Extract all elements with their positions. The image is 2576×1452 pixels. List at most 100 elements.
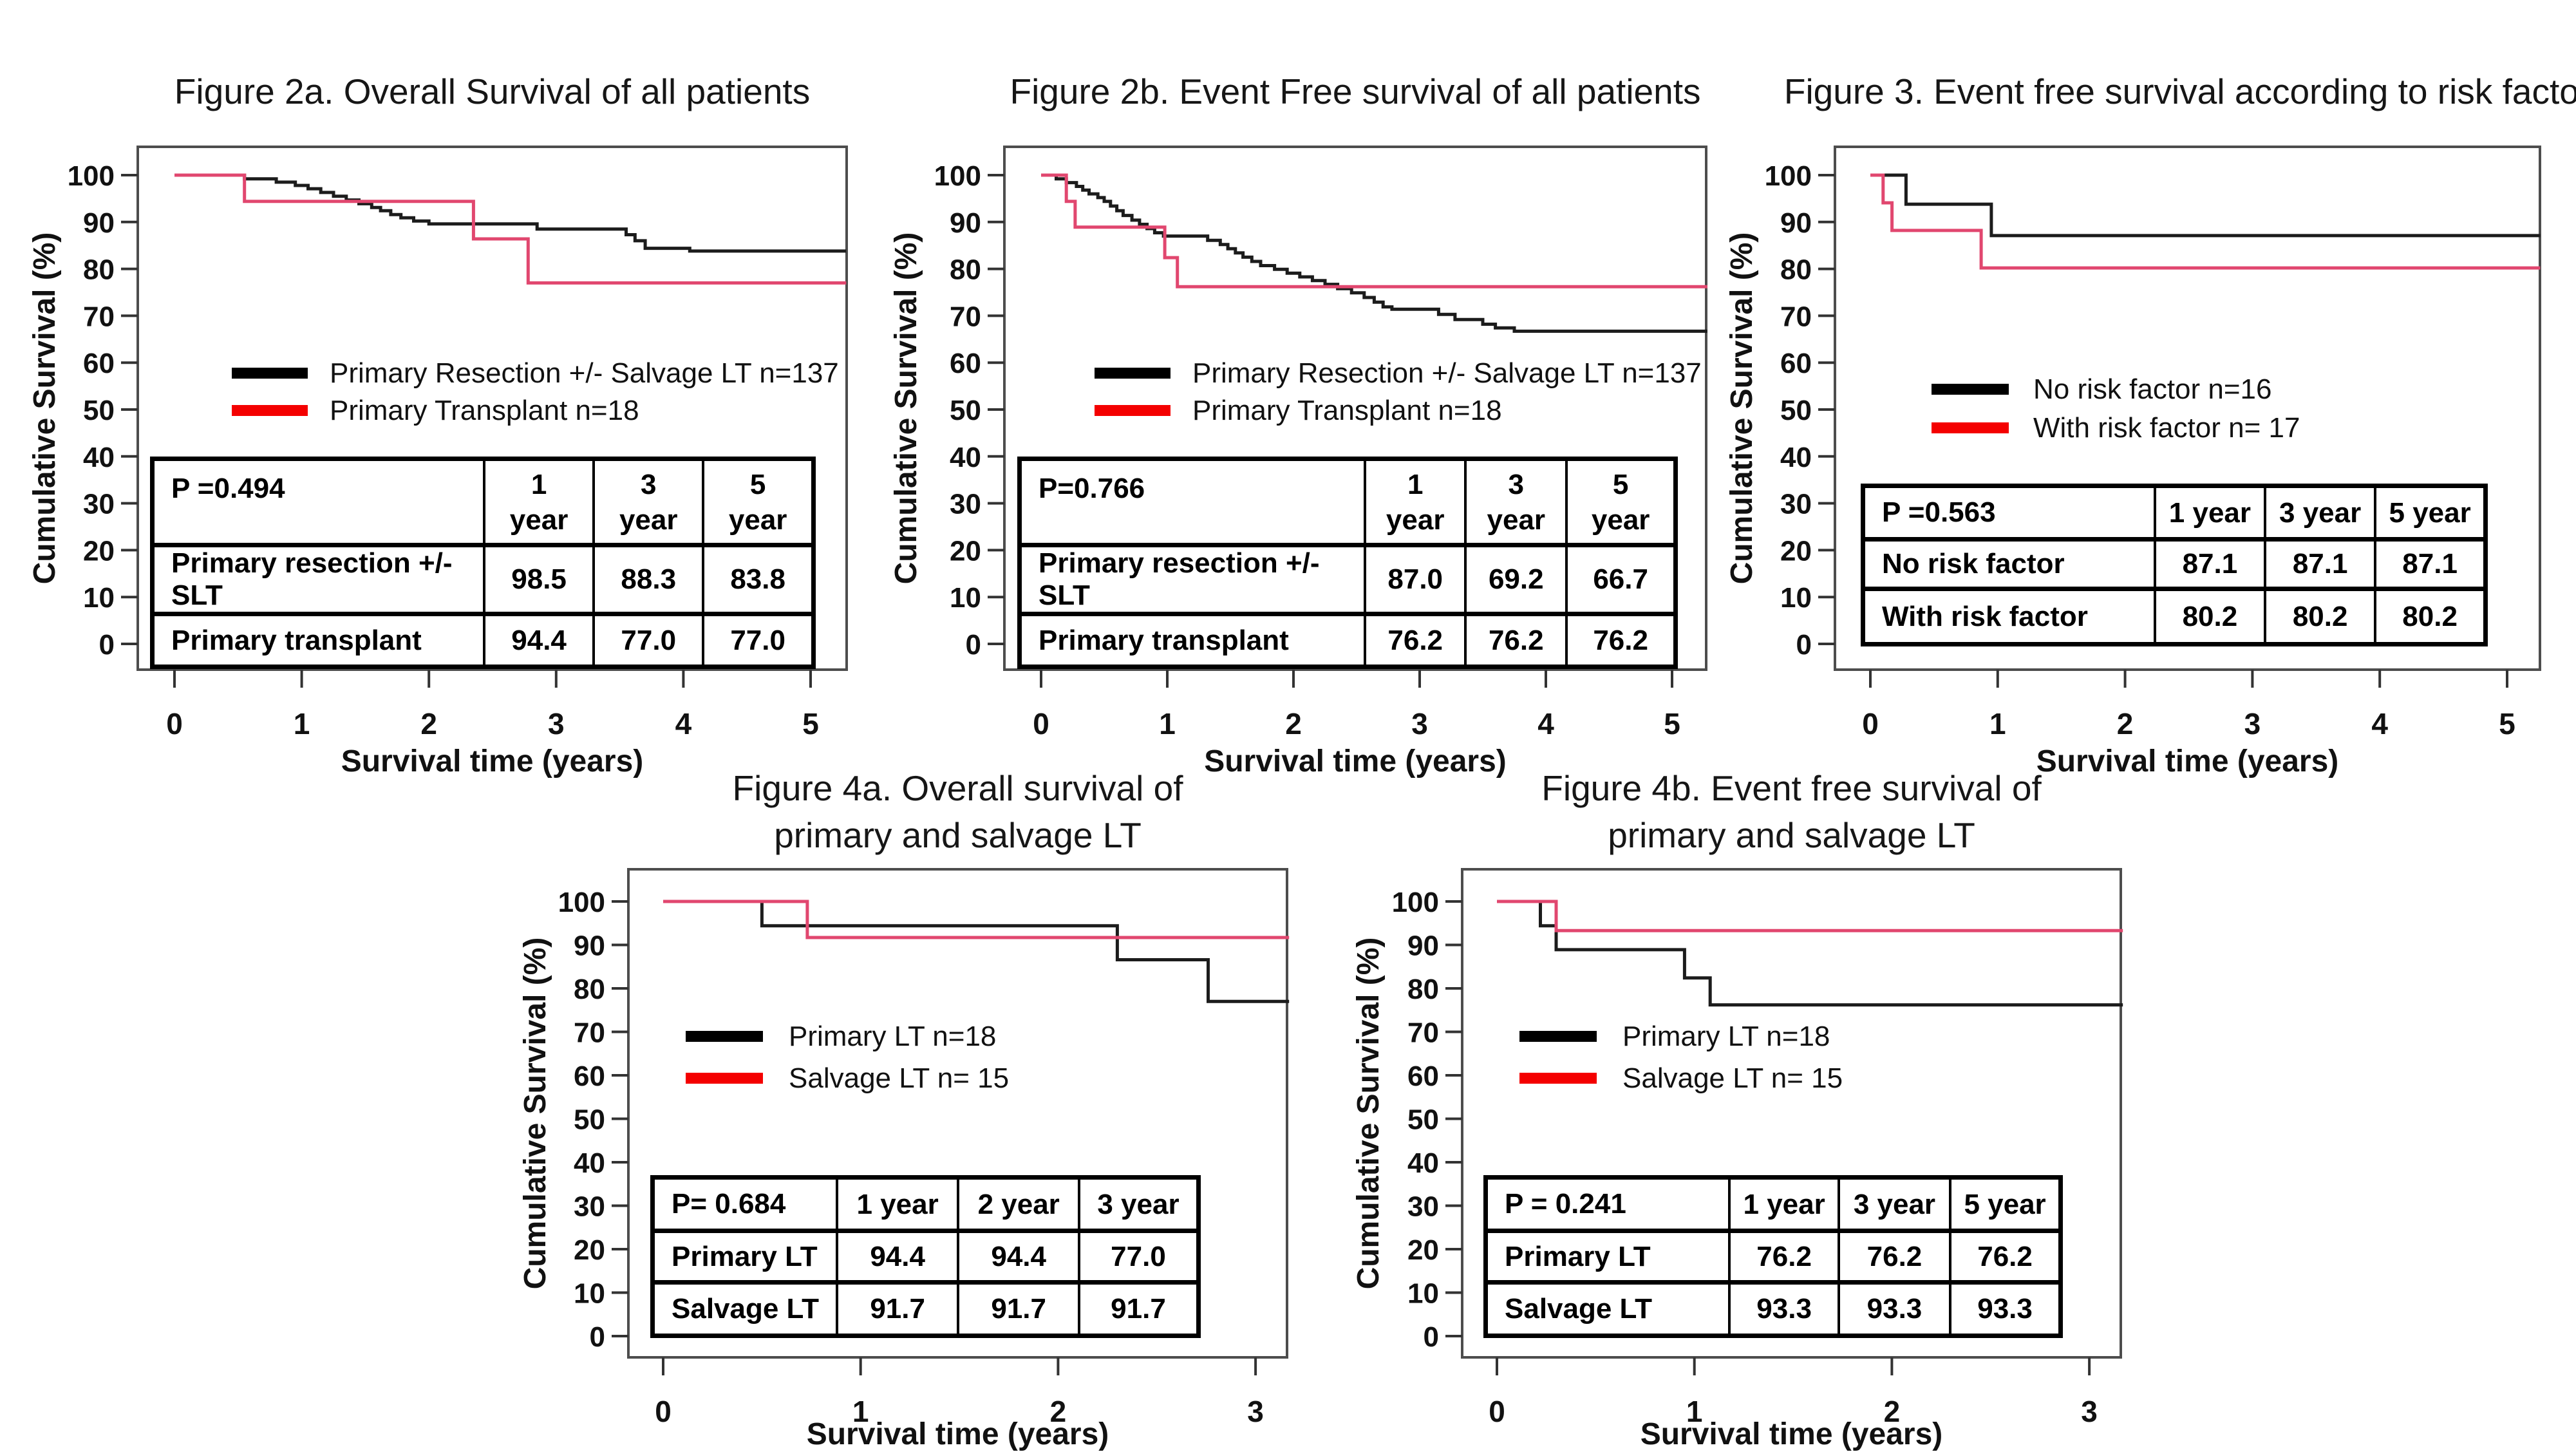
table-col-header: 1 year [2153,484,2266,540]
table-cell-value: 91.7 [835,1280,959,1336]
y-tick-label: 80 [1780,254,1812,286]
y-tick-label: 100 [68,160,115,192]
x-tick-label: 1 [852,1395,869,1428]
table-row: Primary transplant 76.2 76.2 76.2 [1019,612,1676,667]
legend-swatch-black [1932,384,2009,395]
table-row: Primary transplant 94.4 77.0 77.0 [152,612,814,667]
y-tick-label: 50 [574,1104,605,1136]
x-tick-label: 5 [1664,707,1680,740]
table-p-value: P=0.766 [1019,457,1366,545]
table-cell-value: 76.2 [1837,1229,1951,1283]
y-tick-label: 70 [574,1017,605,1049]
figure-3-panel: Figure 3. Event free survival according … [1713,39,2576,805]
y-tick-label: 40 [574,1147,605,1179]
table-row-label: Primary LT [1485,1229,1730,1283]
table-col-header: 5 year [2374,484,2486,540]
y-tick-label: 10 [1780,582,1812,614]
table-col-header: 1 year [1364,457,1466,545]
table-cell-value: 80.2 [2374,587,2486,645]
table-p-value: P= 0.684 [652,1175,837,1231]
y-tick-label: 30 [1780,489,1812,520]
stats-table: P =0.494 1 year 3 year 5 year Primary resect… [150,457,816,669]
table-p-value: P = 0.241 [1485,1175,1730,1231]
figure-4b-panel: Figure 4b. Event free survival of primar… [1349,753,2205,1451]
table-cell-value: 87.1 [2374,537,2486,589]
table-cell-value: 76.2 [1728,1229,1839,1283]
km-plot-svg: 0 10 20 30 40 50 60 70 80 90 100 0 1 2 3 [1392,868,2123,1428]
y-tick-label: 40 [1780,442,1812,473]
y-tick-label: 30 [574,1191,605,1223]
table-col-header: 3 year [2264,484,2376,540]
km-plot-svg: 0 10 20 30 40 50 60 70 80 90 100 0 1 2 3 [558,868,1290,1428]
figure-2a-panel: Figure 2a. Overall Survival of all patie… [26,39,882,805]
x-tick-label: 4 [675,707,692,740]
table-cell-value: 98.5 [482,543,594,614]
legend-item-label: Salvage LT n= 15 [789,1062,1010,1094]
y-tick-label: 20 [574,1234,605,1266]
y-tick-label: 100 [1765,160,1812,192]
y-tick-label: 0 [1424,1321,1439,1353]
legend-item-label: Primary LT n=18 [1622,1021,1830,1052]
table-row: Primary LT 76.2 76.2 76.2 [1485,1229,2061,1283]
y-tick-label: 30 [950,489,981,520]
table-cell-value: 91.7 [957,1280,1079,1336]
table-cell-value: 76.2 [1464,612,1567,667]
legend-swatch-black [1519,1031,1597,1042]
y-tick-label: 100 [558,887,605,918]
x-tick-label: 0 [1033,707,1049,740]
table-cell-value: 76.2 [1565,612,1676,667]
km-curve-black [1041,173,1707,333]
y-tick-label: 20 [1407,1234,1439,1266]
y-tick-label: 20 [950,535,981,567]
x-axis-label: Survival time (years) [2036,744,2339,778]
y-tick-label: 70 [1780,301,1812,332]
table-cell-value: 80.2 [2264,587,2376,645]
km-curve-black [174,173,847,253]
table-row-label: Primary resection +/- SLT [1019,543,1366,614]
table-cell-value: 87.1 [2264,537,2376,589]
stats-table: P =0.563 1 year 3 year 5 year No risk factor… [1861,484,2488,646]
km-curve-red [1870,173,2541,270]
y-tick-label: 80 [1407,974,1439,1005]
chart-title: Figure 2b. Event Free survival of all pa… [1010,71,1701,111]
table-p-value: P =0.563 [1863,484,2155,540]
y-tick-label: 90 [83,207,115,239]
legend-swatch-black [232,368,308,379]
x-tick-label: 0 [166,707,183,740]
y-tick-label: 50 [83,395,115,426]
table-cell-value: 83.8 [702,543,814,614]
legend-item-label: Primary Resection +/- Salvage LT n=137 [1192,357,1702,389]
table-cell-value: 66.7 [1565,543,1676,614]
stats-table: P = 0.241 1 year 3 year 5 year Primary LT 76.… [1483,1175,2063,1338]
y-tick-label: 40 [1407,1147,1439,1179]
x-tick-label: 1 [1159,707,1176,740]
x-tick-label: 3 [2244,707,2261,740]
legend-item-label: Salvage LT n= 15 [1622,1062,1843,1094]
legend-item-label: Primary LT n=18 [789,1021,997,1052]
legend-item-label: No risk factor n=16 [2033,373,2272,405]
x-tick-label: 3 [1247,1395,1264,1428]
legend-swatch-red [1519,1073,1597,1084]
table-row-label: With risk factor [1863,587,2155,645]
table-row-label: Primary transplant [1019,612,1366,667]
y-tick-label: 60 [1780,348,1812,379]
x-tick-label: 3 [548,707,565,740]
stats-table: P=0.766 1 year 3 year 5 year Primary resecti… [1017,457,1678,669]
table-row: Salvage LT 93.3 93.3 93.3 [1485,1280,2061,1336]
table-row-label: No risk factor [1863,537,2155,589]
table-row: With risk factor 80.2 80.2 80.2 [1863,587,2486,645]
table-cell-value: 87.0 [1364,543,1466,614]
table-cell-value: 93.3 [1837,1280,1951,1336]
x-tick-label: 2 [1285,707,1302,740]
table-col-header: 5 year [1949,1175,2061,1231]
x-tick-label: 4 [2371,707,2388,740]
y-tick-label: 70 [1407,1017,1439,1049]
y-tick-label: 90 [950,207,981,239]
y-tick-label: 0 [590,1321,605,1353]
legend-swatch-red [232,405,308,416]
table-row: Primary resection +/- SLT 98.5 88.3 83.8 [152,543,814,614]
x-tick-label: 2 [1050,1395,1067,1428]
y-tick-label: 60 [574,1061,605,1092]
table-col-header: 5 year [1565,457,1676,545]
table-cell-value: 76.2 [1949,1229,2061,1283]
